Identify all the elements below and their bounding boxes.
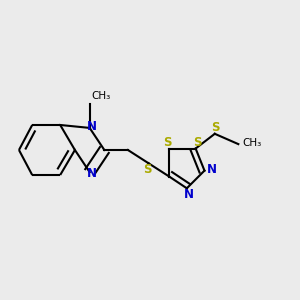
Text: N: N	[87, 167, 97, 180]
Text: N: N	[184, 188, 194, 201]
Text: CH₃: CH₃	[91, 92, 110, 101]
Text: S: S	[164, 136, 172, 148]
Text: CH₃: CH₃	[243, 138, 262, 148]
Text: N: N	[207, 163, 217, 176]
Text: N: N	[87, 120, 97, 133]
Text: S: S	[143, 163, 151, 176]
Text: S: S	[193, 136, 201, 148]
Text: S: S	[211, 121, 220, 134]
